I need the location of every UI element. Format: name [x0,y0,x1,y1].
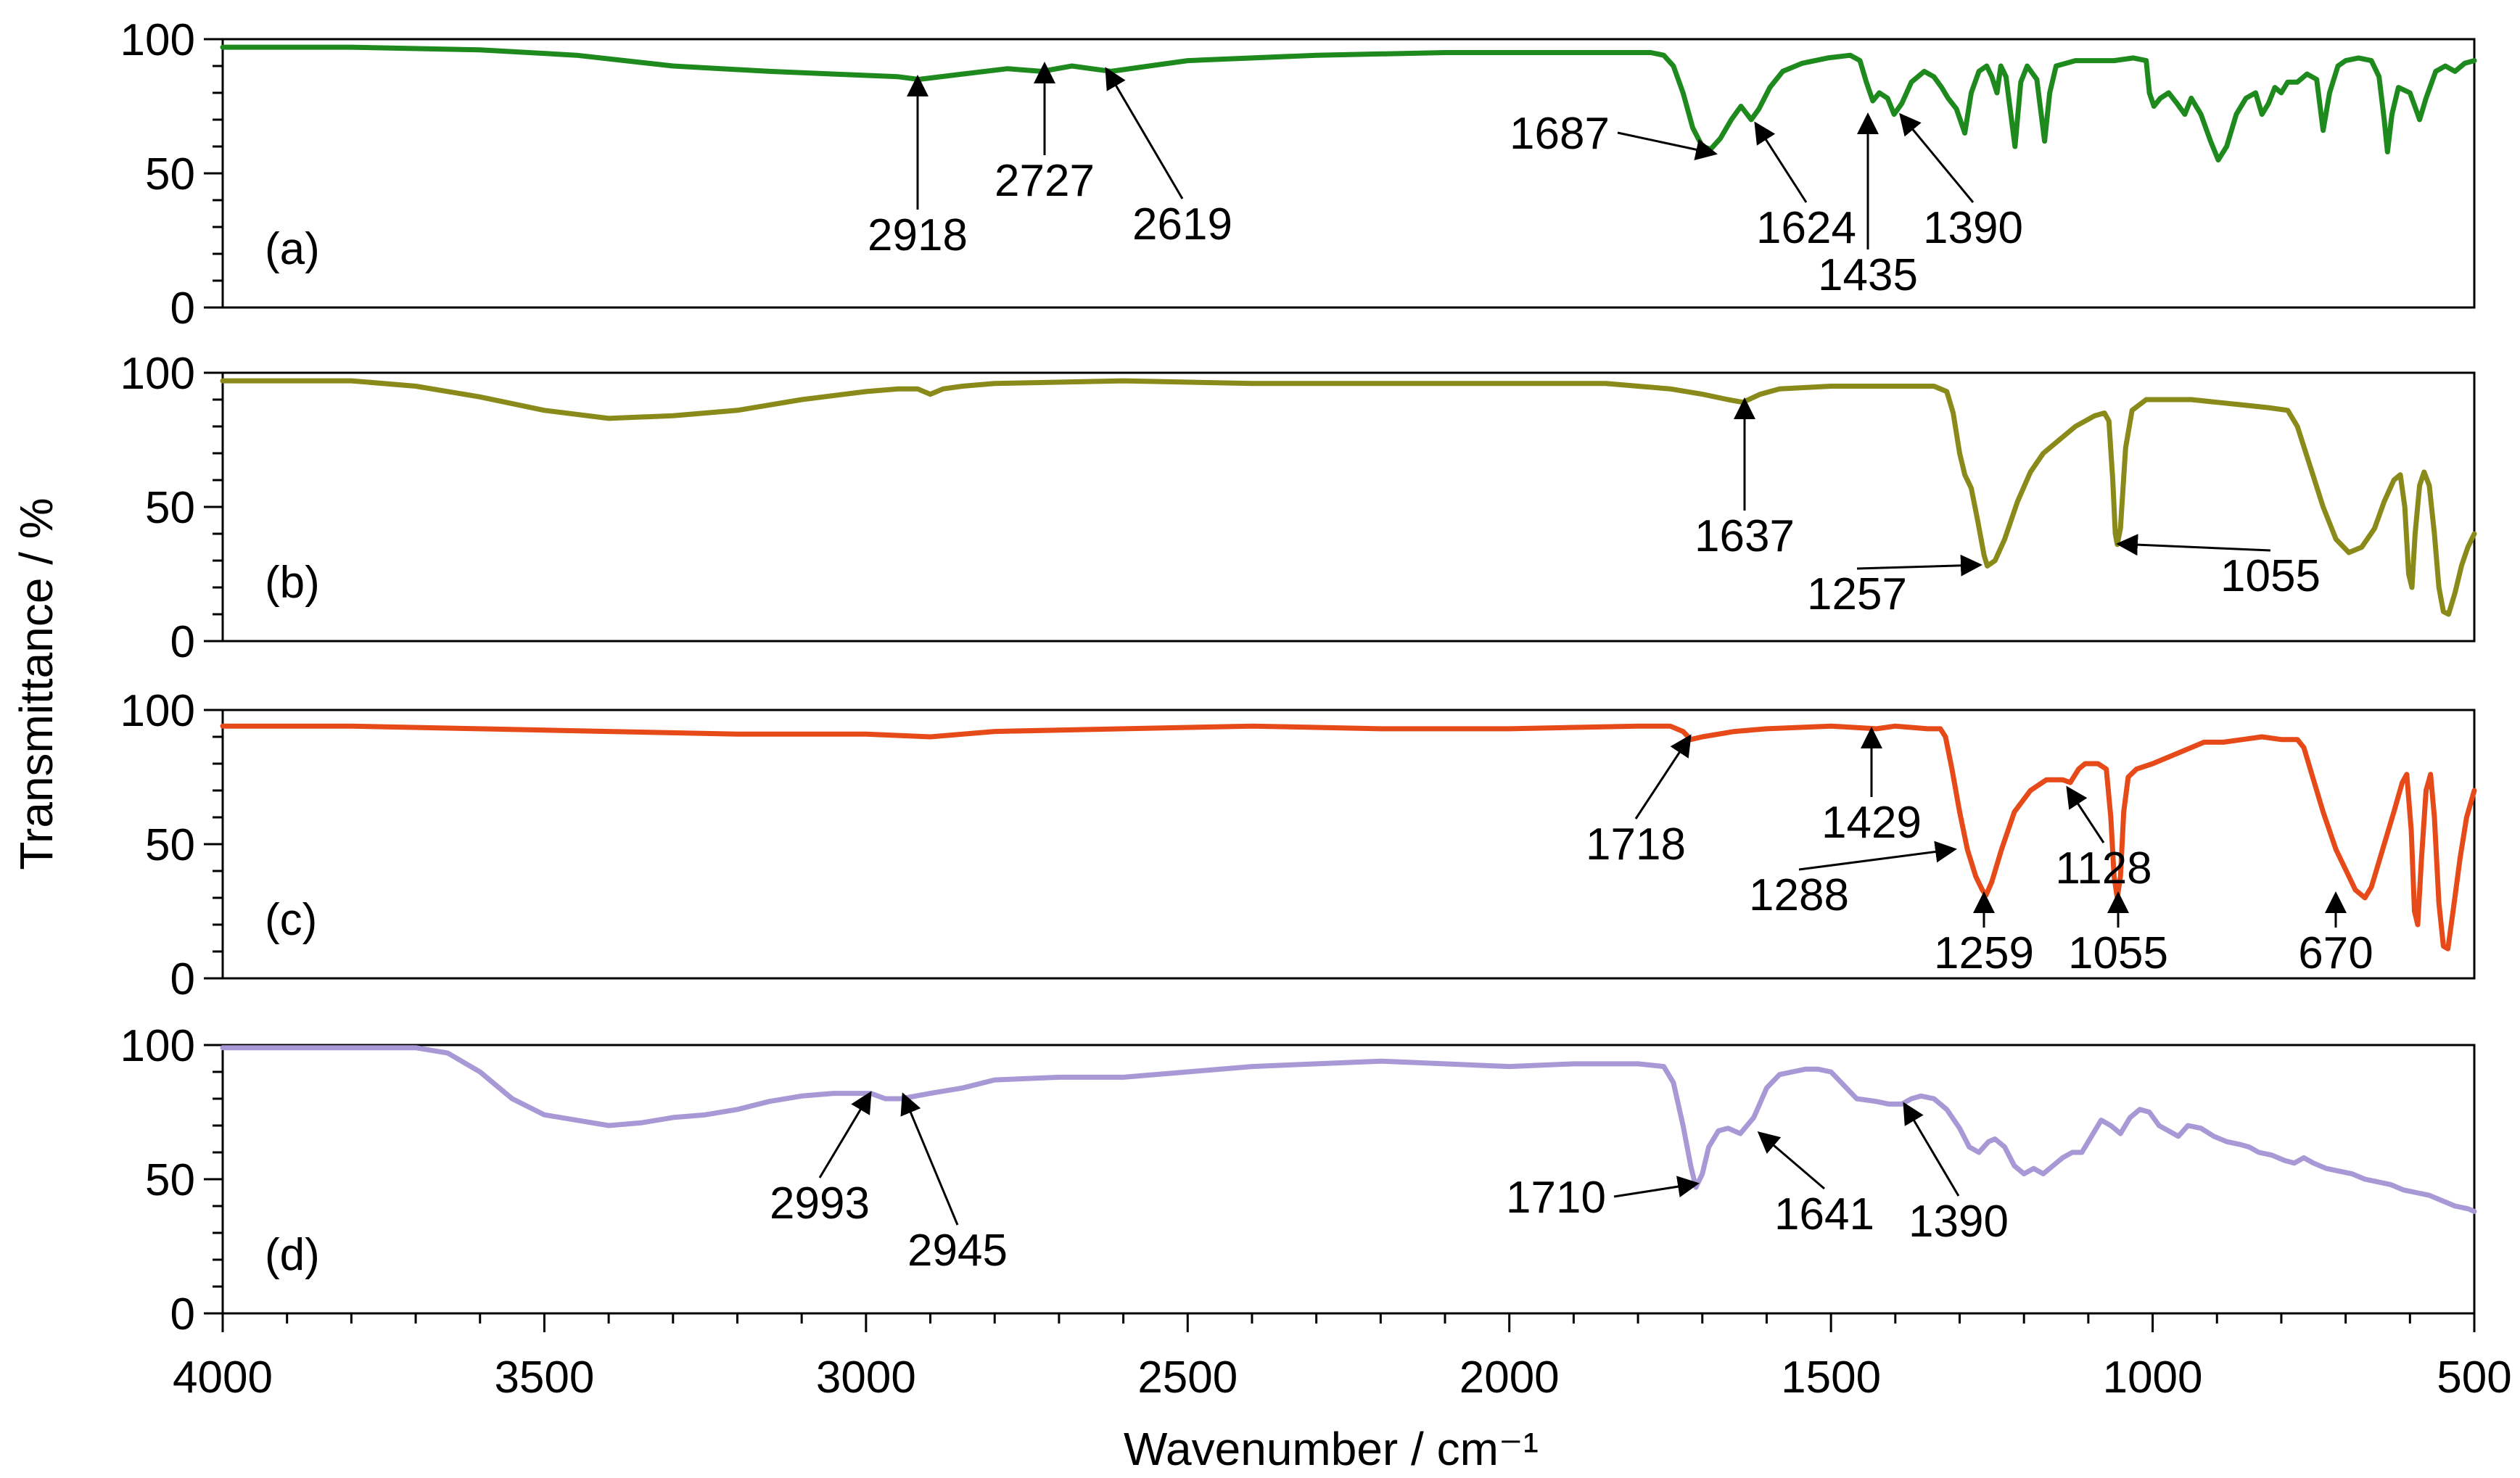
y-tick-label: 100 [120,686,195,736]
y-tick-label: 0 [170,284,195,334]
panel-label: (a) [265,224,320,274]
peak-label: 1259 [1934,928,2034,978]
peak-label: 1390 [1908,1197,2009,1247]
y-tick-label: 0 [170,617,195,667]
panel-frame [221,1044,2476,1315]
peak-label: 1429 [1821,798,1922,848]
peak-annotation: 1390 [1903,1102,2009,1247]
x-tick-label: 500 [2437,1353,2511,1403]
x-axis-label: Wavenumber / cm⁻¹ [1124,1423,1539,1475]
peak-arrow [1903,1102,1960,1197]
peak-label: 1687 [1510,109,1610,159]
peak-arrow [1613,1176,1700,1198]
y-tick-label: 50 [145,1155,195,1205]
peak-arrow [1105,67,1184,199]
peak-arrow [1798,841,1957,871]
panel-c: 0 50 100 (c) 1718 1429 1288 1128 1259 1055 670 [120,686,2477,1004]
y-tick-label: 50 [145,483,195,533]
spectrum-line-c [220,723,2477,951]
panel-label: (b) [265,558,320,608]
peak-arrow [1856,554,1982,577]
panel-d: 0 50 100 (d) 2993 2945 1710 1641 1390 [120,1021,2477,1339]
x-tick-label: 4000 [173,1353,273,1403]
peak-arrow [1899,112,1975,203]
peak-arrow [1634,734,1692,819]
peak-label: 2727 [995,156,1095,206]
peak-annotation: 1288 [1749,841,1957,920]
peak-annotation: 1687 [1510,109,1718,160]
peak-annotation: 1718 [1586,734,1692,870]
spectrum-line-d [220,1045,2477,1214]
peak-label: 1257 [1807,569,1907,619]
y-tick-label: 100 [120,1021,195,1071]
peak-arrow [818,1091,872,1178]
y-tick-label: 0 [170,1289,195,1339]
peak-label: 1055 [2220,551,2321,601]
y-axis-label: Transmittance / % [10,498,62,870]
peak-arrow [2116,534,2271,556]
peak-annotation: 1055 [2068,891,2168,978]
peak-annotation: 1429 [1821,727,1922,848]
x-tick-label: 2500 [1137,1353,1238,1403]
peak-annotation: 2619 [1105,67,1232,249]
peak-label: 1641 [1774,1189,1874,1239]
peak-label: 1055 [2068,928,2168,978]
peak-label: 2993 [770,1178,870,1229]
peak-label: 1128 [2055,843,2152,893]
peak-annotation: 1390 [1899,112,2023,253]
peak-annotation: 2945 [900,1092,1008,1276]
y-tick-label: 50 [145,820,195,870]
panel-label: (c) [265,895,317,945]
x-axis: 4000 3500 3000 2500 2000 1500 1000 500 [173,1313,2512,1403]
peak-label: 2918 [868,210,968,260]
peak-annotation: 1128 [2055,785,2152,893]
peak-annotation: 1624 [1754,121,1856,253]
peak-label: 1718 [1586,819,1686,870]
peak-label: 1637 [1695,511,1795,561]
peak-arrow [2066,785,2105,843]
peak-arrow [900,1092,959,1226]
y-tick-label: 0 [170,954,195,1004]
peak-annotation: 1637 [1695,397,1795,561]
peak-arrow [1754,121,1808,203]
peak-arrow [1757,1131,1825,1190]
x-tick-label: 2000 [1459,1353,1560,1403]
peak-annotation: 1055 [2116,534,2321,601]
x-tick-label: 3500 [494,1353,594,1403]
peak-annotation: 1259 [1934,891,2034,978]
peak-label: 2945 [907,1226,1008,1276]
peak-label: 1624 [1756,203,1856,253]
panel-label: (d) [265,1230,320,1280]
y-tick-label: 100 [120,15,195,65]
peak-annotation: 670 [2298,891,2373,978]
peak-label: 2619 [1132,199,1232,249]
peak-annotation: 2993 [770,1091,872,1229]
spectrum-line-b [220,378,2477,617]
peak-annotation: 1641 [1757,1131,1874,1239]
peak-annotation: 1435 [1818,112,1918,300]
spectrum-line-a [220,44,2477,162]
peak-annotation: 1710 [1506,1173,1700,1223]
peak-label: 1435 [1818,250,1918,300]
x-tick-label: 1000 [2103,1353,2203,1403]
x-tick-label: 3000 [816,1353,916,1403]
peak-arrow [1617,131,1718,160]
peak-label: 670 [2298,928,2373,978]
peak-label: 1288 [1749,870,1849,920]
peak-annotation: 1257 [1807,554,1982,619]
peak-label: 1710 [1506,1173,1606,1223]
y-tick-label: 50 [145,149,195,199]
peak-annotation: 2727 [995,62,1095,206]
peak-label: 1390 [1923,203,2023,253]
y-tick-label: 100 [120,349,195,399]
peak-annotation: 2918 [868,75,968,260]
x-tick-label: 1500 [1781,1353,1881,1403]
panel-frame [221,38,2476,309]
